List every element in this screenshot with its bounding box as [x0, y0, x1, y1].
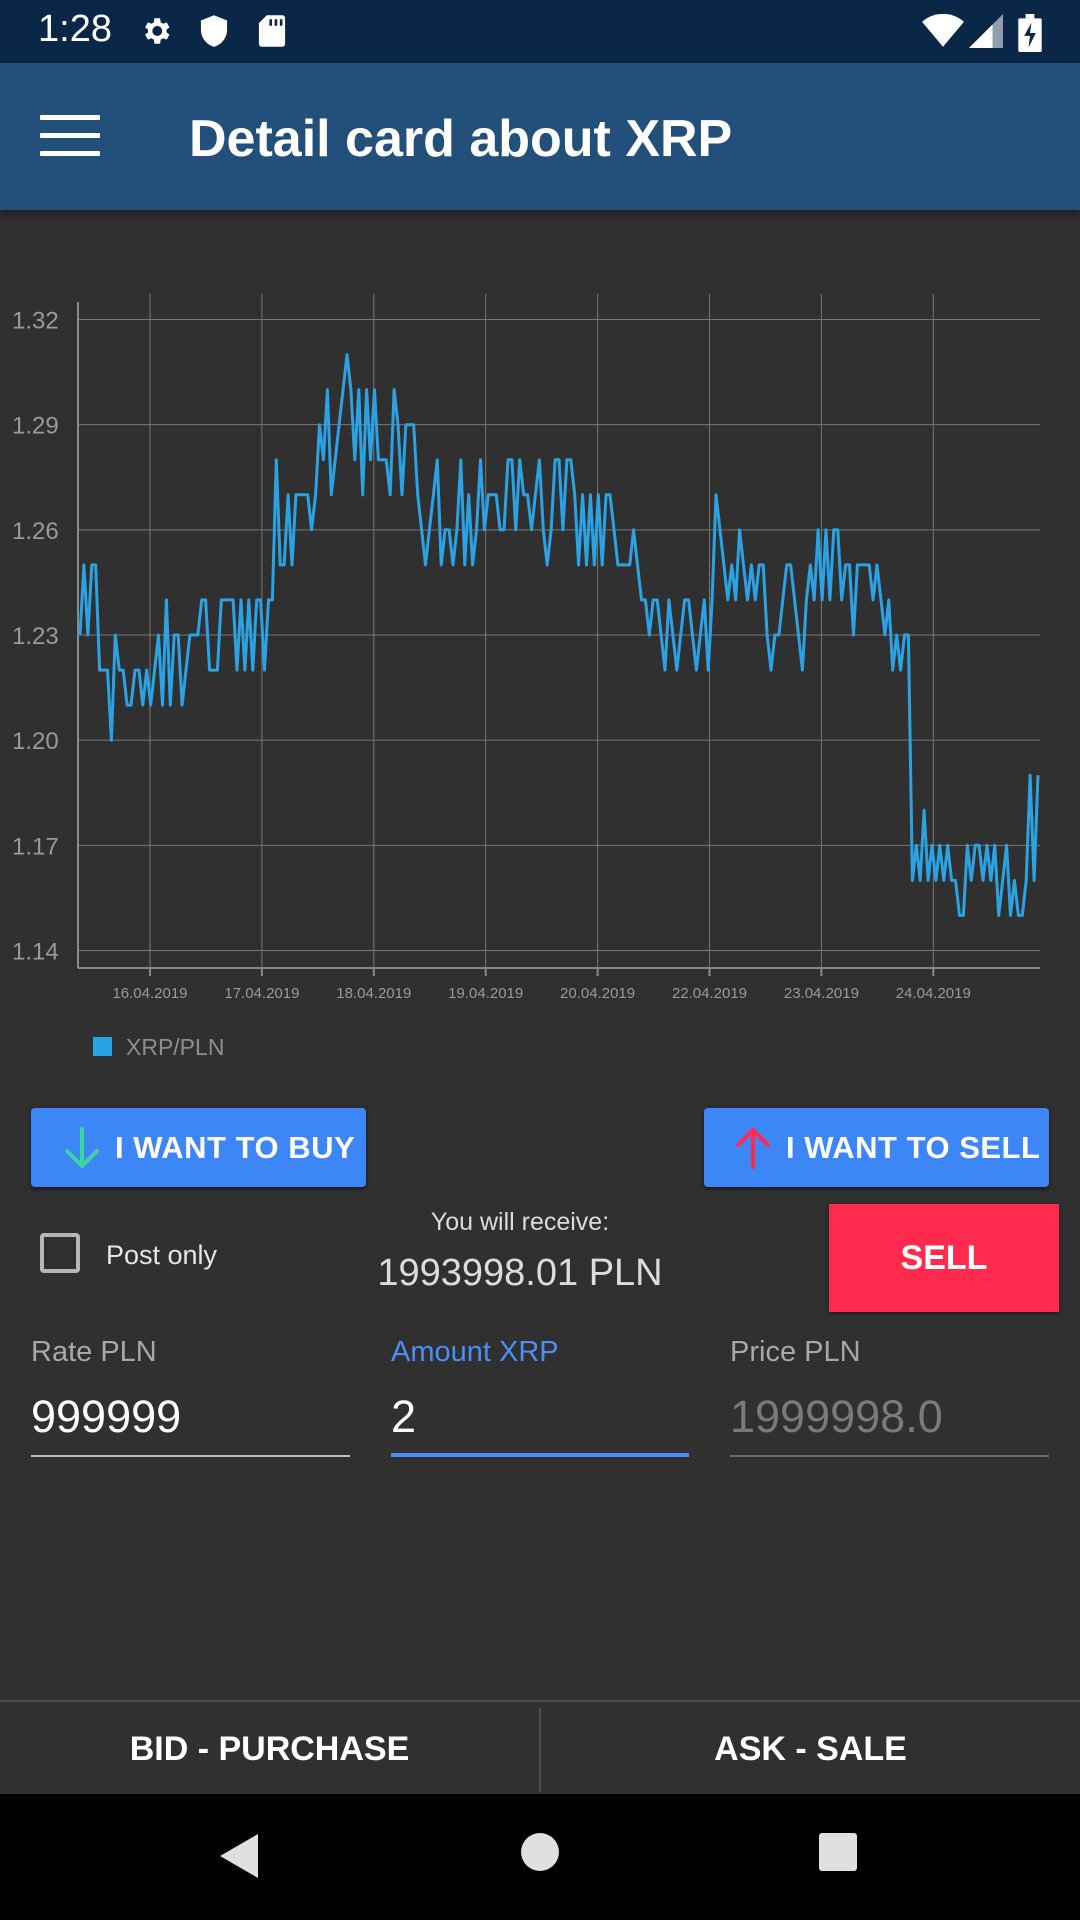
- y-tick-label: 1.32: [12, 308, 59, 335]
- x-tick-label: 20.04.2019: [560, 985, 635, 1002]
- system-nav-bar: [0, 1794, 1080, 1920]
- rate-input[interactable]: 999999: [31, 1391, 350, 1457]
- sell-toggle-button[interactable]: I WANT TO SELL: [704, 1108, 1049, 1187]
- gear-icon: [145, 18, 170, 44]
- price-chart: 1.321.291.261.231.201.171.14 16.04.2019 1…: [12, 294, 1040, 1060]
- arrow-down-icon: [65, 1126, 99, 1168]
- signal-icon: [969, 14, 1003, 48]
- app-bar: Detail card about XRP: [0, 63, 1080, 210]
- post-only-label: Post only: [106, 1240, 218, 1270]
- tab-bid-purchase[interactable]: BID - PURCHASE: [129, 1729, 410, 1768]
- back-icon[interactable]: [218, 1832, 260, 1880]
- x-tick-label: 24.04.2019: [896, 985, 971, 1002]
- y-tick-label: 1.20: [12, 728, 59, 755]
- y-tick-label: 1.23: [12, 623, 59, 650]
- x-tick-label: 17.04.2019: [224, 985, 299, 1002]
- x-tick-label: 23.04.2019: [784, 985, 859, 1002]
- recents-icon[interactable]: [818, 1832, 858, 1872]
- tab-ask-sale[interactable]: ASK - SALE: [714, 1729, 907, 1768]
- price-field: Price PLN 1999998.0: [730, 1336, 1049, 1457]
- receive-value: 1993998.01 PLN: [377, 1252, 663, 1294]
- price-field-label: Price PLN: [730, 1336, 861, 1368]
- y-tick-label: 1.17: [12, 833, 59, 860]
- status-bar: 1:28: [0, 0, 1080, 63]
- home-icon[interactable]: [520, 1832, 560, 1872]
- wifi-icon: [922, 14, 964, 47]
- status-time: 1:28: [38, 8, 112, 50]
- legend-swatch: [93, 1037, 112, 1056]
- sell-toggle-button-label: I WANT TO SELL: [786, 1129, 1041, 1165]
- y-axis-ticks: 1.32 1.29 1.26 1.23 1.20 1.17 1.14: [12, 308, 59, 966]
- chart-series-line-xrp-pln: [78, 353, 1040, 917]
- page-title: Detail card about XRP: [189, 110, 733, 168]
- chart-grid-horizontal: [78, 319, 1040, 951]
- amount-field[interactable]: Amount XRP 2: [391, 1336, 689, 1457]
- arrow-up-icon: [736, 1127, 770, 1169]
- buy-button[interactable]: I WANT TO BUY: [31, 1108, 366, 1187]
- legend-label: XRP/PLN: [126, 1034, 224, 1060]
- buy-button-label: I WANT TO BUY: [115, 1129, 356, 1165]
- price-input: 1999998.0: [730, 1391, 1049, 1457]
- x-axis-ticks: 16.04.2019 17.04.2019 18.04.2019 19.04.2019…: [112, 985, 970, 1002]
- battery-charging-icon: [1018, 14, 1042, 52]
- y-tick-label: 1.26: [12, 518, 59, 545]
- rate-field[interactable]: Rate PLN 999999: [31, 1336, 350, 1457]
- sd-card-icon: [258, 15, 286, 47]
- post-only-checkbox[interactable]: [40, 1233, 80, 1273]
- rate-field-label: Rate PLN: [31, 1336, 157, 1368]
- y-tick-label: 1.14: [12, 938, 59, 965]
- shield-icon: [200, 15, 228, 47]
- receive-label: You will receive:: [430, 1208, 610, 1236]
- amount-input[interactable]: 2: [391, 1391, 689, 1457]
- x-tick-label: 22.04.2019: [672, 985, 747, 1002]
- y-tick-label: 1.29: [12, 413, 59, 440]
- sell-submit-button[interactable]: SELL: [829, 1204, 1059, 1312]
- bottom-tabs: BID - PURCHASE ASK - SALE: [0, 1700, 1080, 1796]
- hamburger-menu-icon[interactable]: [40, 115, 100, 159]
- x-tick-label: 19.04.2019: [448, 985, 523, 1002]
- x-tick-label: 16.04.2019: [112, 985, 187, 1002]
- tab-divider: [539, 1708, 541, 1792]
- x-tick-label: 18.04.2019: [336, 985, 411, 1002]
- amount-field-label: Amount XRP: [391, 1336, 559, 1368]
